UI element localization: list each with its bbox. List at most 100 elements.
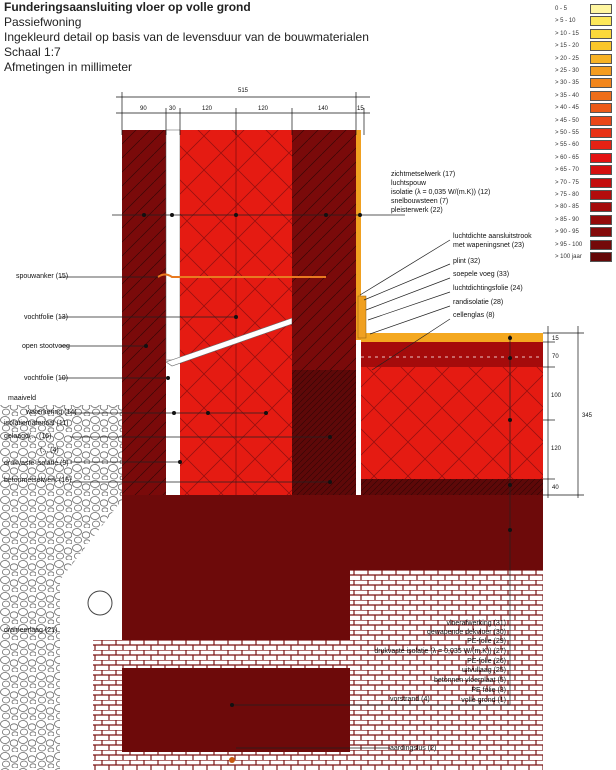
label-plaster: pleisterwerk (22) [391,207,443,214]
earthing-loop-icon [229,757,235,763]
legend-entry: > 95 - 100 [555,239,615,251]
legend-label: > 40 - 45 [555,105,579,112]
concrete-foundation [122,495,543,752]
label-pressure-insulation: drukvaste isolatie (9) [4,460,69,467]
legend-entry: > 20 - 25 [555,53,615,65]
dim-insulation-1: 120 [202,106,213,112]
legend-label: > 10 - 15 [555,30,579,37]
legend-entry: > 5 - 10 [555,15,615,27]
legend-swatch [590,177,612,188]
legend-label: > 50 - 55 [555,130,579,136]
legend-label: 0 - 5 [555,6,568,12]
legend-swatch [590,16,612,27]
dim-insulation-a: 100 [551,393,562,399]
wall-insulation [180,130,292,495]
dim-total: 515 [238,88,249,94]
dim-finish: 15 [552,336,559,342]
label-edge-insulation: randisolatie (28) [453,299,503,306]
legend-entry: 0 - 5 [555,3,615,15]
label-earthing-loop: aardingslus (2) [390,745,436,752]
dim-insulation-b: 120 [551,446,562,452]
legend-swatch [590,140,612,151]
legend-swatch [590,152,612,163]
legend-label: > 90 - 95 [555,229,579,236]
label-skirting: plint (32) [453,258,480,265]
legend-entry: > 90 - 95 [555,226,615,238]
legend-swatch [590,41,612,52]
label-cellular-glass: cellenglas (8) [453,312,495,319]
subtitle: Passiefwoning [4,15,82,29]
label-reinforcement-mesh: met wapeningsnet (23) [453,242,524,249]
legend-entry: > 30 - 35 [555,77,615,89]
units-text: Afmetingen in millimeter [4,60,133,74]
label-layer-16: gelaagd(... (16) [4,433,51,440]
label-moisture-foil-13: vochtfolie (13) [24,314,68,321]
legend-swatch [590,4,612,14]
legend-label: > 35 - 40 [555,92,579,99]
drain-pipe-icon [87,590,113,616]
label-pe-foil-3: PE folie (3) [471,687,506,694]
label-block: snelbouwsteen (7) [391,198,448,205]
label-insulation: isolatie (λ = 0,035 W/(m.K)) (12) [391,189,490,196]
labels-bottom: vloerafwerking (31) gewapende dekvloer (… [374,620,506,704]
air-cavity [165,129,181,361]
label-moisture-foil-10: vochtfolie (10) [24,375,68,382]
legend-label: > 65 - 70 [555,167,579,174]
labels-misc: vorstrand (4) aardingslus (2) [390,696,436,752]
legend-swatch [590,239,612,250]
legend-entry: > 85 - 90 [555,214,615,226]
label-solid-ground: volle grond (1) [461,697,506,704]
legend-entry: > 50 - 55 [555,127,615,139]
legend-swatch [590,190,612,200]
labels-left: spouwanker (15) vochtfolie (13) open sto… [4,273,77,634]
legend-label: > 75 - 80 [555,192,579,198]
legend-swatch [590,202,612,213]
legend-entry: > 45 - 50 [555,115,615,127]
legend-label: > 45 - 50 [555,117,579,124]
inner-block-wall [292,130,356,495]
dim-plaster: 15 [357,106,364,112]
legend-swatch [590,103,612,114]
legend-label: > 95 - 100 [555,241,583,248]
legend-swatch [590,115,612,126]
label-flexible-joint: soepele voeg (33) [453,271,509,278]
legend-entry: > 35 - 40 [555,90,615,102]
dim-insulation-2: 120 [258,106,269,112]
legend-swatch [590,214,612,225]
facing-brick [122,130,166,495]
legend-swatch [590,128,612,138]
legend-entry: > 40 - 45 [555,102,615,114]
label-ground-level: maaiveld [8,395,36,402]
label-waterproofing: waterkering (14) [25,409,77,416]
dimension-labels: 515 90 30 120 120 140 15 15 70 100 120 4… [140,88,593,491]
wall-tie [157,273,326,278]
legend-entry: > 75 - 80 [555,189,615,201]
label-frost-edge: vorstrand (4) [390,696,430,703]
label-insulation-material: isolatiemateriaal (11) [4,420,68,427]
labels-right-top: zichtmetselwerk (17) luchtspouw isolatie… [391,171,532,319]
label-wall-tie: spouwanker (15) [16,273,68,280]
legend-entry: > 25 - 30 [555,65,615,77]
legend-entry: > 55 - 60 [555,139,615,151]
label-pe-foil-29: PE-folie (29) [467,638,506,645]
plaster-layer [356,130,361,340]
legend-label: > 70 - 75 [555,179,579,186]
dim-cavity: 30 [169,106,176,112]
drainage-gravel [0,405,122,770]
dim-screed: 70 [552,354,559,360]
screed [361,342,543,367]
label-facing-brick: zichtmetselwerk (17) [391,171,455,178]
skirting-board [357,295,367,339]
legend-entry: > 80 - 85 [555,201,615,213]
label-item-4: (... (4) [40,447,59,454]
dim-levelling: 40 [552,485,559,491]
title: Funderingsaansluiting vloer op volle gro… [4,0,251,14]
legend-swatch [590,252,612,262]
label-open-joint: open stootvoeg [22,343,70,350]
legend-label: > 25 - 30 [555,68,579,74]
legend-label: > 20 - 25 [555,55,579,62]
legend-entry: > 15 - 20 [555,40,615,52]
dim-right-total: 345 [582,413,593,419]
legend-swatch [590,78,612,89]
